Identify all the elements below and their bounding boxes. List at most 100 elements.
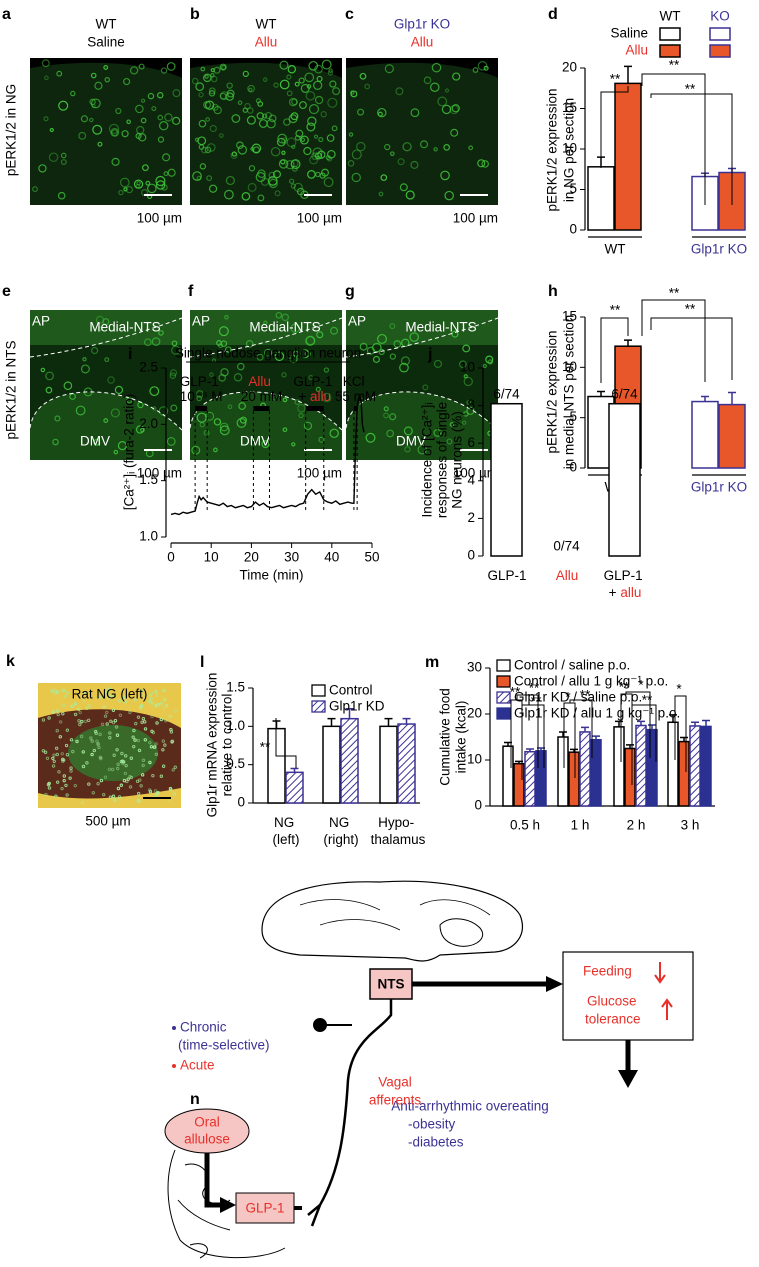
cell bbox=[377, 107, 387, 118]
cell bbox=[245, 340, 254, 348]
effect: Anti-arrhythmic overeating bbox=[391, 1099, 549, 1114]
cell bbox=[331, 125, 338, 132]
significance-bracket bbox=[521, 704, 545, 780]
cell bbox=[123, 700, 128, 704]
cell bbox=[313, 80, 323, 90]
error-bar bbox=[290, 767, 299, 773]
cell bbox=[81, 750, 85, 754]
cell bbox=[143, 727, 148, 731]
y-axis-label: pERK1/2 expression bbox=[545, 330, 560, 453]
cell bbox=[262, 77, 268, 83]
cell bbox=[199, 163, 207, 170]
text-line: + bbox=[298, 389, 310, 404]
cell bbox=[203, 100, 212, 109]
cell bbox=[263, 320, 268, 326]
hormone-box bbox=[235, 1192, 295, 1224]
text-line: + bbox=[609, 585, 621, 600]
cell bbox=[103, 418, 109, 424]
cell bbox=[82, 699, 86, 703]
cell bbox=[50, 689, 54, 693]
cell bbox=[157, 91, 164, 99]
cell bbox=[81, 764, 86, 769]
cell bbox=[98, 732, 102, 737]
cell bbox=[417, 444, 427, 455]
cell bbox=[85, 706, 89, 711]
cell bbox=[289, 178, 295, 184]
cell bbox=[309, 155, 319, 165]
cell bbox=[172, 89, 181, 98]
cell bbox=[172, 116, 181, 126]
cell bbox=[294, 81, 300, 87]
cell bbox=[153, 745, 157, 749]
text-line: (left) bbox=[273, 832, 300, 847]
cell bbox=[272, 396, 277, 401]
cell bbox=[60, 752, 64, 756]
cell bbox=[256, 112, 264, 120]
significance-bracket bbox=[625, 691, 651, 758]
text-line: NG bbox=[274, 815, 298, 830]
cell bbox=[156, 790, 160, 795]
error-bar bbox=[559, 731, 567, 737]
significance: * bbox=[565, 690, 571, 705]
cell bbox=[102, 792, 106, 797]
mode: (time-selective) bbox=[178, 1038, 270, 1053]
cell bbox=[233, 373, 243, 382]
cell bbox=[251, 143, 262, 154]
image-top bbox=[190, 310, 342, 345]
cell bbox=[162, 697, 167, 702]
cell bbox=[280, 159, 286, 165]
cell bbox=[116, 762, 120, 767]
cell bbox=[317, 150, 326, 159]
cell bbox=[281, 150, 286, 155]
cell bbox=[433, 147, 438, 152]
cell bbox=[160, 67, 168, 74]
cell bbox=[148, 788, 152, 792]
cell bbox=[103, 65, 109, 70]
region-boundary bbox=[29, 391, 183, 431]
cell bbox=[51, 756, 55, 761]
cell bbox=[97, 326, 103, 332]
cell bbox=[274, 351, 285, 362]
cell bbox=[90, 72, 97, 79]
cell bbox=[140, 98, 146, 103]
cell bbox=[123, 754, 128, 758]
legend-swatch bbox=[496, 675, 511, 688]
cell bbox=[117, 795, 122, 799]
legend-swatch bbox=[659, 27, 681, 41]
cell bbox=[433, 428, 442, 437]
cell bbox=[115, 107, 122, 115]
cell bbox=[92, 124, 103, 135]
cell bbox=[446, 438, 453, 445]
cell bbox=[108, 736, 112, 740]
cell bbox=[49, 127, 54, 133]
cell bbox=[359, 342, 368, 351]
cell bbox=[196, 395, 202, 402]
cell bbox=[208, 90, 216, 97]
cell bbox=[166, 437, 176, 446]
cell bbox=[136, 738, 140, 743]
cell bbox=[246, 107, 254, 114]
cell bbox=[250, 146, 255, 152]
cell bbox=[54, 415, 61, 422]
panel-letter: d bbox=[548, 6, 558, 23]
cell bbox=[213, 418, 222, 426]
cell bbox=[268, 171, 276, 179]
significance: ** bbox=[642, 693, 653, 708]
cell bbox=[143, 738, 148, 742]
cell bbox=[208, 184, 218, 193]
text-line: GLP-1 bbox=[180, 374, 223, 389]
cell bbox=[112, 753, 116, 757]
region-label: DMV bbox=[240, 434, 270, 449]
text-line: GLP-1 bbox=[487, 568, 526, 583]
cell bbox=[43, 750, 48, 754]
cell bbox=[104, 77, 110, 83]
brain-outline bbox=[261, 880, 523, 962]
bar bbox=[568, 751, 580, 807]
cell bbox=[91, 346, 99, 355]
cell bbox=[133, 179, 144, 189]
y-axis-label: in NG per section bbox=[562, 98, 577, 202]
significance-bracket bbox=[600, 86, 629, 168]
cell bbox=[204, 74, 209, 79]
cell bbox=[92, 748, 97, 753]
y-tick-label: 1.5 bbox=[226, 680, 245, 695]
